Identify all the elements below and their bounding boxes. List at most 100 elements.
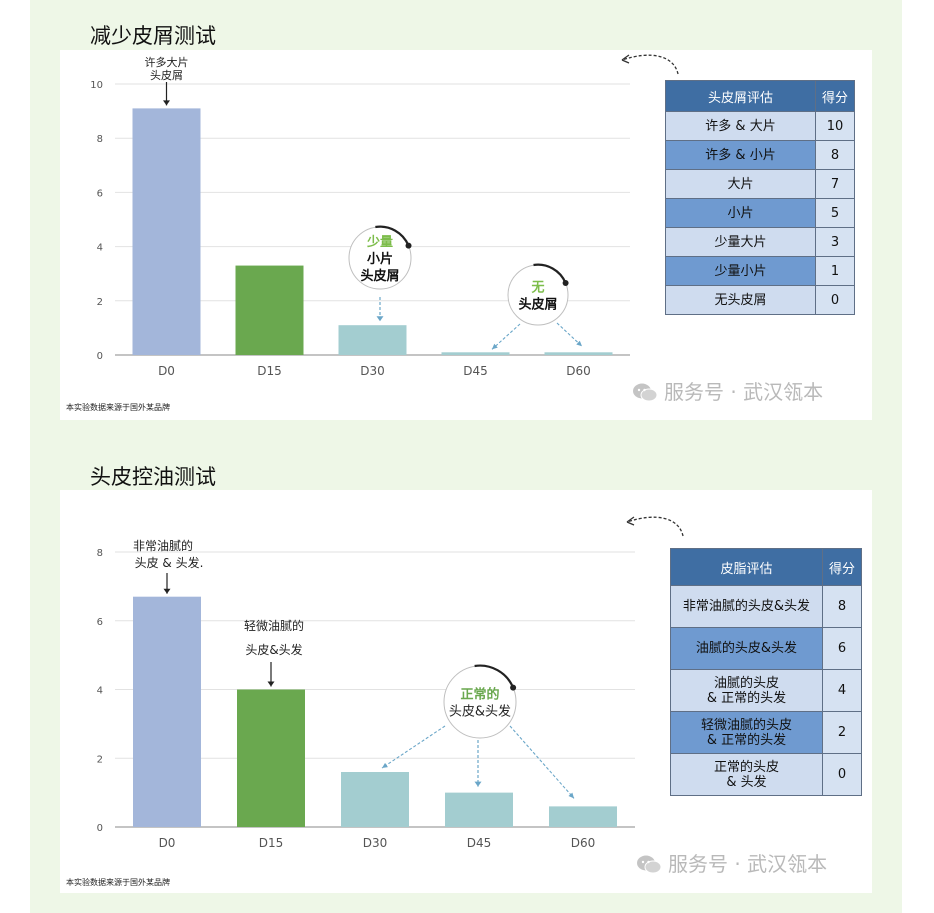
table-header-criteria: 皮脂评估 bbox=[670, 548, 823, 586]
y-tick-label: 4 bbox=[97, 686, 103, 697]
arrow-head bbox=[163, 100, 170, 106]
source-note: 本实验数据来源于国外某品牌 bbox=[66, 403, 170, 412]
bar-annotation: 轻微油腻的 bbox=[244, 618, 304, 633]
table-row: 正常的头皮 & 头发 0 bbox=[670, 753, 862, 796]
arrow-line bbox=[381, 725, 446, 769]
table-row: 大片 7 bbox=[665, 169, 855, 199]
x-tick-label: D0 bbox=[159, 836, 176, 850]
table-cell-score: 0 bbox=[815, 285, 855, 315]
bubble-none-text: 头皮屑 bbox=[518, 297, 557, 313]
table-header-score: 得分 bbox=[822, 548, 862, 586]
watermark-text: 服务号 · 武汉瓴本 bbox=[664, 380, 824, 404]
bubble-normal-arc bbox=[474, 664, 515, 689]
bar-d30 bbox=[338, 325, 407, 355]
table-cell-score: 6 bbox=[822, 627, 862, 670]
curved-arrow-icon bbox=[626, 516, 684, 537]
arrow-head bbox=[568, 792, 574, 799]
x-tick-label: D45 bbox=[467, 836, 492, 850]
arrow-line bbox=[509, 725, 575, 799]
table-cell-score: 8 bbox=[822, 585, 862, 628]
table-row: 许多 & 小片 8 bbox=[665, 140, 855, 170]
table-cell-criteria: 许多 & 大片 bbox=[665, 111, 816, 141]
table-cell-score: 2 bbox=[822, 711, 862, 754]
table-cell-criteria: 非常油腻的头皮&头发 bbox=[670, 585, 823, 628]
arrow-head bbox=[382, 762, 388, 768]
table-cell-score: 10 bbox=[815, 111, 855, 141]
bar-annotation: 头皮屑 bbox=[150, 69, 183, 82]
y-tick-label: 8 bbox=[97, 134, 103, 145]
y-tick-label: 0 bbox=[97, 823, 103, 834]
arrow-head bbox=[474, 781, 482, 787]
bar-d0 bbox=[132, 108, 201, 355]
arrow-line bbox=[556, 322, 583, 347]
table-row: 油腻的头皮&头发 6 bbox=[670, 627, 862, 670]
y-tick-label: 0 bbox=[97, 351, 103, 362]
y-tick-label: 10 bbox=[90, 80, 103, 91]
arrow-head bbox=[267, 681, 275, 687]
bubble-few-small-dot bbox=[405, 242, 412, 249]
table-row: 无头皮屑 0 bbox=[665, 285, 855, 315]
watermark: 服务号 · 武汉瓴本 bbox=[636, 848, 827, 877]
table-cell-score: 8 bbox=[815, 140, 855, 170]
table-row: 轻微油腻的头皮 & 正常的头发 2 bbox=[670, 711, 862, 754]
table-cell-score: 3 bbox=[815, 227, 855, 257]
table-row: 小片 5 bbox=[665, 198, 855, 228]
section-title-oil-control: 头皮控油测试 bbox=[90, 465, 216, 489]
y-tick-label: 4 bbox=[97, 243, 103, 254]
table-header-score: 得分 bbox=[815, 80, 855, 112]
source-note: 本实验数据来源于国外某品牌 bbox=[66, 878, 170, 887]
bubble-few-small-arc bbox=[375, 225, 410, 247]
bubble-none-text: 无 bbox=[530, 281, 544, 296]
table-row: 许多 & 大片 10 bbox=[665, 111, 855, 141]
table-cell-criteria: 大片 bbox=[665, 169, 816, 199]
bar-d15 bbox=[235, 265, 304, 355]
bar-annotation: 非常油腻的 bbox=[133, 538, 193, 553]
table-header-criteria: 头皮屑评估 bbox=[665, 80, 816, 112]
table-cell-criteria: 正常的头皮 & 头发 bbox=[670, 753, 823, 796]
bubble-none-dot bbox=[562, 280, 569, 286]
watermark: 服务号 · 武汉瓴本 bbox=[632, 376, 823, 405]
bubble-normal-dot bbox=[510, 684, 517, 691]
table-cell-criteria: 小片 bbox=[665, 198, 816, 228]
table-row: 非常油腻的头皮&头发 8 bbox=[670, 585, 862, 628]
arrow-head bbox=[492, 343, 498, 350]
y-tick-label: 2 bbox=[97, 297, 103, 308]
arrow-head bbox=[376, 316, 384, 322]
curved-arrow-icon bbox=[621, 54, 679, 75]
table-cell-criteria: 轻微油腻的头皮 & 正常的头发 bbox=[670, 711, 823, 754]
bubble-none-arc bbox=[533, 263, 567, 284]
x-tick-label: D15 bbox=[259, 836, 284, 850]
bar-d45 bbox=[445, 792, 513, 827]
x-tick-label: D0 bbox=[158, 364, 175, 378]
bubble-few-small-text: 头皮屑 bbox=[360, 268, 399, 284]
x-tick-label: D30 bbox=[360, 364, 385, 378]
table-cell-criteria: 少量大片 bbox=[665, 227, 816, 257]
section-title-dandruff: 减少皮屑测试 bbox=[90, 24, 216, 48]
oil-score-table: 皮脂评估 得分 非常油腻的头皮&头发 8 油腻的头皮&头发 6 油腻的头皮 & 正常的头发 4… bbox=[670, 548, 862, 796]
bar-d45 bbox=[441, 352, 510, 355]
bar-annotation: 头皮 & 头发. bbox=[135, 555, 204, 570]
bar-d0 bbox=[133, 596, 201, 827]
table-cell-criteria: 少量小片 bbox=[665, 256, 816, 286]
table-cell-score: 1 bbox=[815, 256, 855, 286]
watermark-text: 服务号 · 武汉瓴本 bbox=[668, 852, 828, 876]
y-tick-label: 2 bbox=[97, 754, 103, 765]
x-tick-label: D15 bbox=[257, 364, 282, 378]
bubble-normal-text: 正常的 bbox=[460, 687, 499, 703]
bar-annotation: 许多大片 bbox=[145, 55, 189, 69]
bar-d60 bbox=[549, 806, 617, 827]
table-cell-score: 7 bbox=[815, 169, 855, 199]
y-tick-label: 8 bbox=[97, 548, 103, 559]
x-tick-label: D45 bbox=[463, 364, 488, 378]
table-cell-score: 5 bbox=[815, 198, 855, 228]
bubble-few-small-text: 少量 bbox=[366, 234, 393, 250]
dandruff-score-table: 头皮屑评估 得分 许多 & 大片 10 许多 & 小片 8 大片 7 小片 5 少量大片 3 少量小片 1… bbox=[665, 80, 855, 315]
bar-d30 bbox=[341, 772, 409, 827]
arrow-head bbox=[576, 340, 582, 347]
table-row: 少量大片 3 bbox=[665, 227, 855, 257]
y-tick-label: 6 bbox=[97, 617, 103, 628]
x-tick-label: D60 bbox=[566, 364, 591, 378]
y-tick-label: 6 bbox=[97, 188, 103, 199]
table-row: 油腻的头皮 & 正常的头发 4 bbox=[670, 669, 862, 712]
